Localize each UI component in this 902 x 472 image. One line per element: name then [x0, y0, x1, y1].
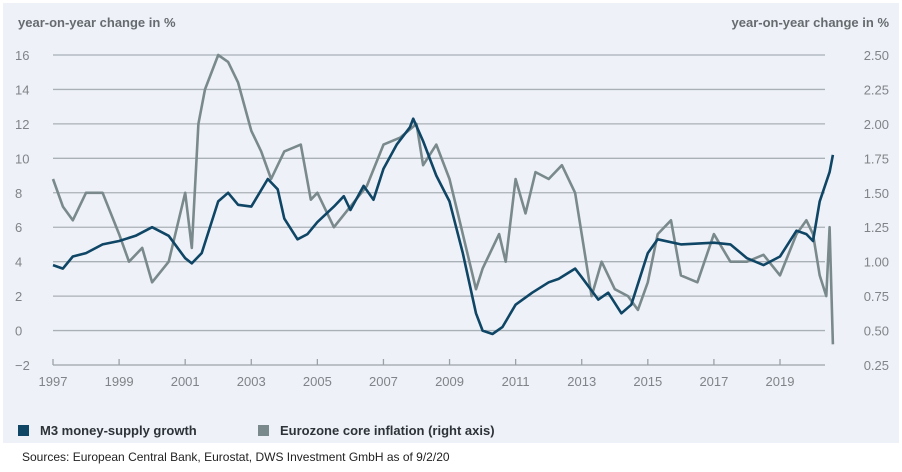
legend-item-m3: M3 money-supply growth [18, 423, 197, 438]
x-tick-label: 2003 [237, 374, 266, 389]
x-tick-label: 1997 [39, 374, 68, 389]
right-tick-label: 2.00 [864, 117, 889, 132]
inflation-series-line [51, 53, 835, 345]
right-tick-label: 1.25 [864, 220, 889, 235]
x-tick-label: 2013 [567, 374, 596, 389]
left-tick-label: 6 [15, 220, 22, 235]
left-tick-label: 8 [15, 186, 22, 201]
line-chart: 16 14 12 10 8 6 4 2 0 −2 2.50 2.25 2.00 1.75 1.50 1.25 1… [15, 48, 889, 389]
m3-series-line [52, 117, 835, 336]
left-axis-title: year-on-year change in % [18, 15, 176, 30]
legend-swatch-m3 [18, 425, 29, 436]
right-tick-label: 0.25 [864, 358, 889, 373]
left-tick-label: 0 [15, 324, 22, 339]
x-tick-label: 2009 [435, 374, 464, 389]
right-tick-label: 0.75 [864, 289, 889, 304]
left-tick-label: −2 [15, 358, 30, 373]
right-tick-label: 2.25 [864, 82, 889, 97]
source-note: Sources: European Central Bank, Eurostat… [22, 450, 450, 464]
right-tick-label: 1.50 [864, 186, 889, 201]
left-tick-label: 12 [15, 117, 29, 132]
x-tick-label: 2005 [303, 374, 332, 389]
left-tick-label: 2 [15, 289, 22, 304]
legend-swatch-inflation [258, 425, 269, 436]
right-axis-title: year-on-year change in % [731, 15, 890, 30]
left-tick-label: 14 [15, 82, 29, 97]
x-tick-label: 2017 [699, 374, 728, 389]
right-tick-label: 1.00 [864, 255, 889, 270]
chart-panel: year-on-year change in % year-on-year ch… [3, 3, 899, 443]
x-tick-label: 2015 [633, 374, 662, 389]
legend-label-m3: M3 money-supply growth [40, 423, 197, 438]
x-tick-label: 1999 [105, 374, 134, 389]
right-tick-label: 1.75 [864, 151, 889, 166]
legend-label-inflation: Eurozone core inflation (right axis) [280, 423, 495, 438]
legend-item-inflation: Eurozone core inflation (right axis) [258, 423, 495, 438]
right-tick-label: 0.50 [864, 324, 889, 339]
x-tick-label: 2007 [369, 374, 398, 389]
x-tick-label: 2001 [171, 374, 200, 389]
left-tick-label: 10 [15, 151, 29, 166]
left-tick-label: 16 [15, 48, 29, 63]
right-tick-label: 2.50 [864, 48, 889, 63]
left-tick-label: 4 [15, 255, 22, 270]
x-tick-label: 2011 [502, 374, 530, 389]
x-tick-label: 2019 [766, 374, 795, 389]
